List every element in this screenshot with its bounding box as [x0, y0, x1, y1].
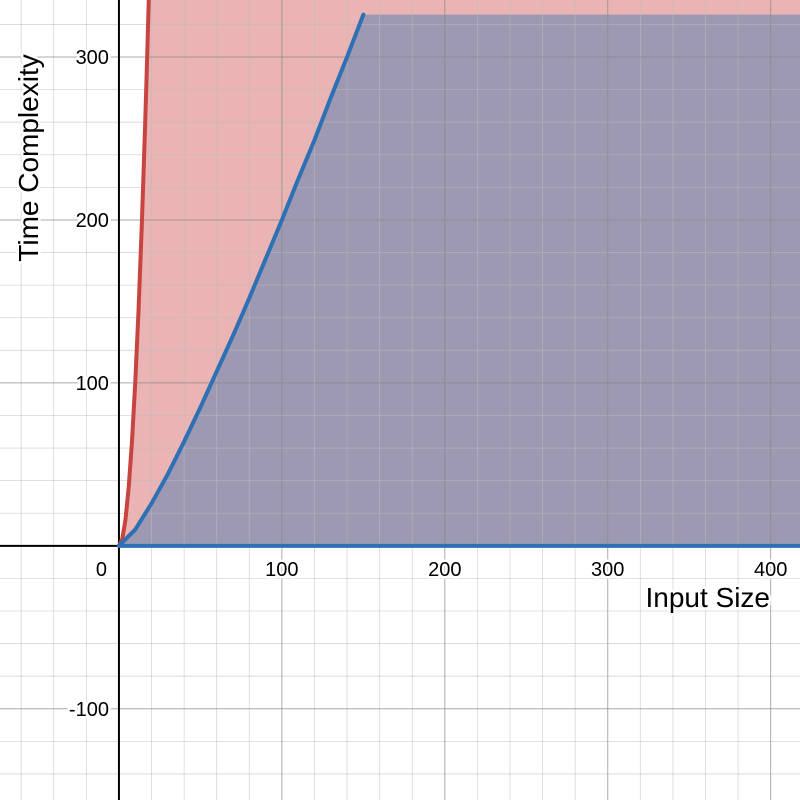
x-tick-label: 400 — [754, 559, 787, 581]
tick-labels: 0 100 200 300 400 -100 100 200 300 — [66, 45, 789, 724]
series-line-1 — [116, 0, 151, 548]
x-axis-title: Input Size — [645, 582, 770, 613]
x-tick-label: 200 — [428, 559, 461, 581]
x-tick-label: 300 — [591, 559, 624, 581]
y-tick-label: -100 — [69, 699, 109, 721]
y-axis-title: Time Complexity — [13, 54, 44, 261]
x-tick-label: 100 — [265, 559, 298, 581]
series-line-2 — [116, 12, 366, 548]
y-tick-label: 200 — [76, 210, 109, 232]
area-fill-1 — [118, 0, 800, 546]
y-tick-label: 100 — [76, 373, 109, 395]
area-fill-2 — [118, 14, 800, 546]
series-curves — [116, 0, 800, 548]
y-tick-label: 300 — [76, 47, 109, 69]
area-fills — [118, 0, 800, 546]
x-tick-label: 0 — [96, 559, 107, 581]
